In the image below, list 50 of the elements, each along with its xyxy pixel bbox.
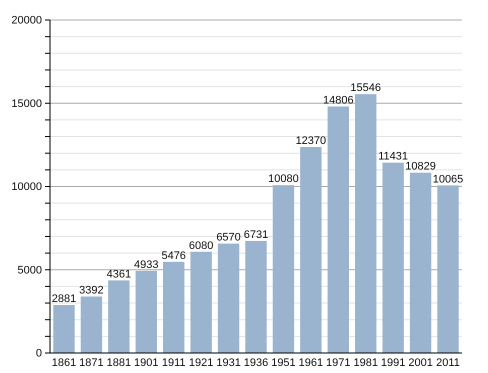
data-label: 6731 — [244, 228, 268, 241]
x-tick-label: 1951 — [271, 356, 296, 369]
x-tick-label: 1871 — [79, 356, 104, 369]
bar — [53, 305, 75, 353]
bar — [410, 172, 432, 353]
data-label: 2881 — [52, 293, 76, 306]
data-label: 10829 — [405, 160, 436, 173]
x-tick-label: 1981 — [353, 356, 378, 369]
y-tick-label: 15000 — [11, 98, 42, 110]
y-tick-label: 0 — [36, 348, 42, 360]
data-label: 11431 — [378, 150, 408, 163]
x-tick-label: 1991 — [380, 356, 406, 369]
data-label: 14806 — [322, 94, 354, 106]
y-tick-label: 5000 — [18, 264, 42, 276]
y-tick-label: 10000 — [11, 181, 42, 194]
bar — [136, 270, 157, 353]
x-tick-label: 1971 — [326, 356, 351, 369]
data-label: 6080 — [188, 240, 214, 252]
bar — [80, 296, 102, 353]
bar — [355, 94, 376, 353]
data-label: 4933 — [134, 258, 159, 271]
bar — [300, 147, 322, 353]
data-label: 5476 — [161, 250, 186, 262]
x-tick-label: 1881 — [106, 356, 132, 369]
bar — [328, 106, 349, 353]
bar — [272, 185, 294, 353]
data-label: 4361 — [106, 268, 132, 280]
x-tick-label: 1961 — [298, 356, 324, 369]
x-tick-label: 1911 — [162, 356, 186, 369]
bar — [245, 240, 267, 353]
data-label: 3392 — [79, 284, 104, 297]
data-label: 12370 — [296, 135, 326, 148]
x-tick-label: 2001 — [408, 356, 433, 369]
bar — [108, 280, 130, 353]
x-tick-label: 1921 — [188, 356, 214, 369]
bar — [190, 252, 212, 353]
x-tick-label: 1861 — [52, 356, 76, 369]
x-tick-label: 2011 — [436, 356, 460, 369]
x-tick-label: 1936 — [244, 356, 268, 369]
x-tick-label: 1931 — [216, 356, 241, 369]
x-tick-label: 1901 — [134, 356, 159, 369]
data-label: 15546 — [350, 82, 382, 94]
bar — [163, 262, 184, 353]
bar — [218, 244, 240, 353]
bar — [437, 185, 459, 353]
y-tick-label: 20000 — [11, 14, 42, 27]
data-label: 6570 — [216, 232, 241, 244]
data-label: 10065 — [432, 173, 464, 186]
data-label: 10080 — [268, 173, 299, 186]
bar — [382, 162, 404, 353]
